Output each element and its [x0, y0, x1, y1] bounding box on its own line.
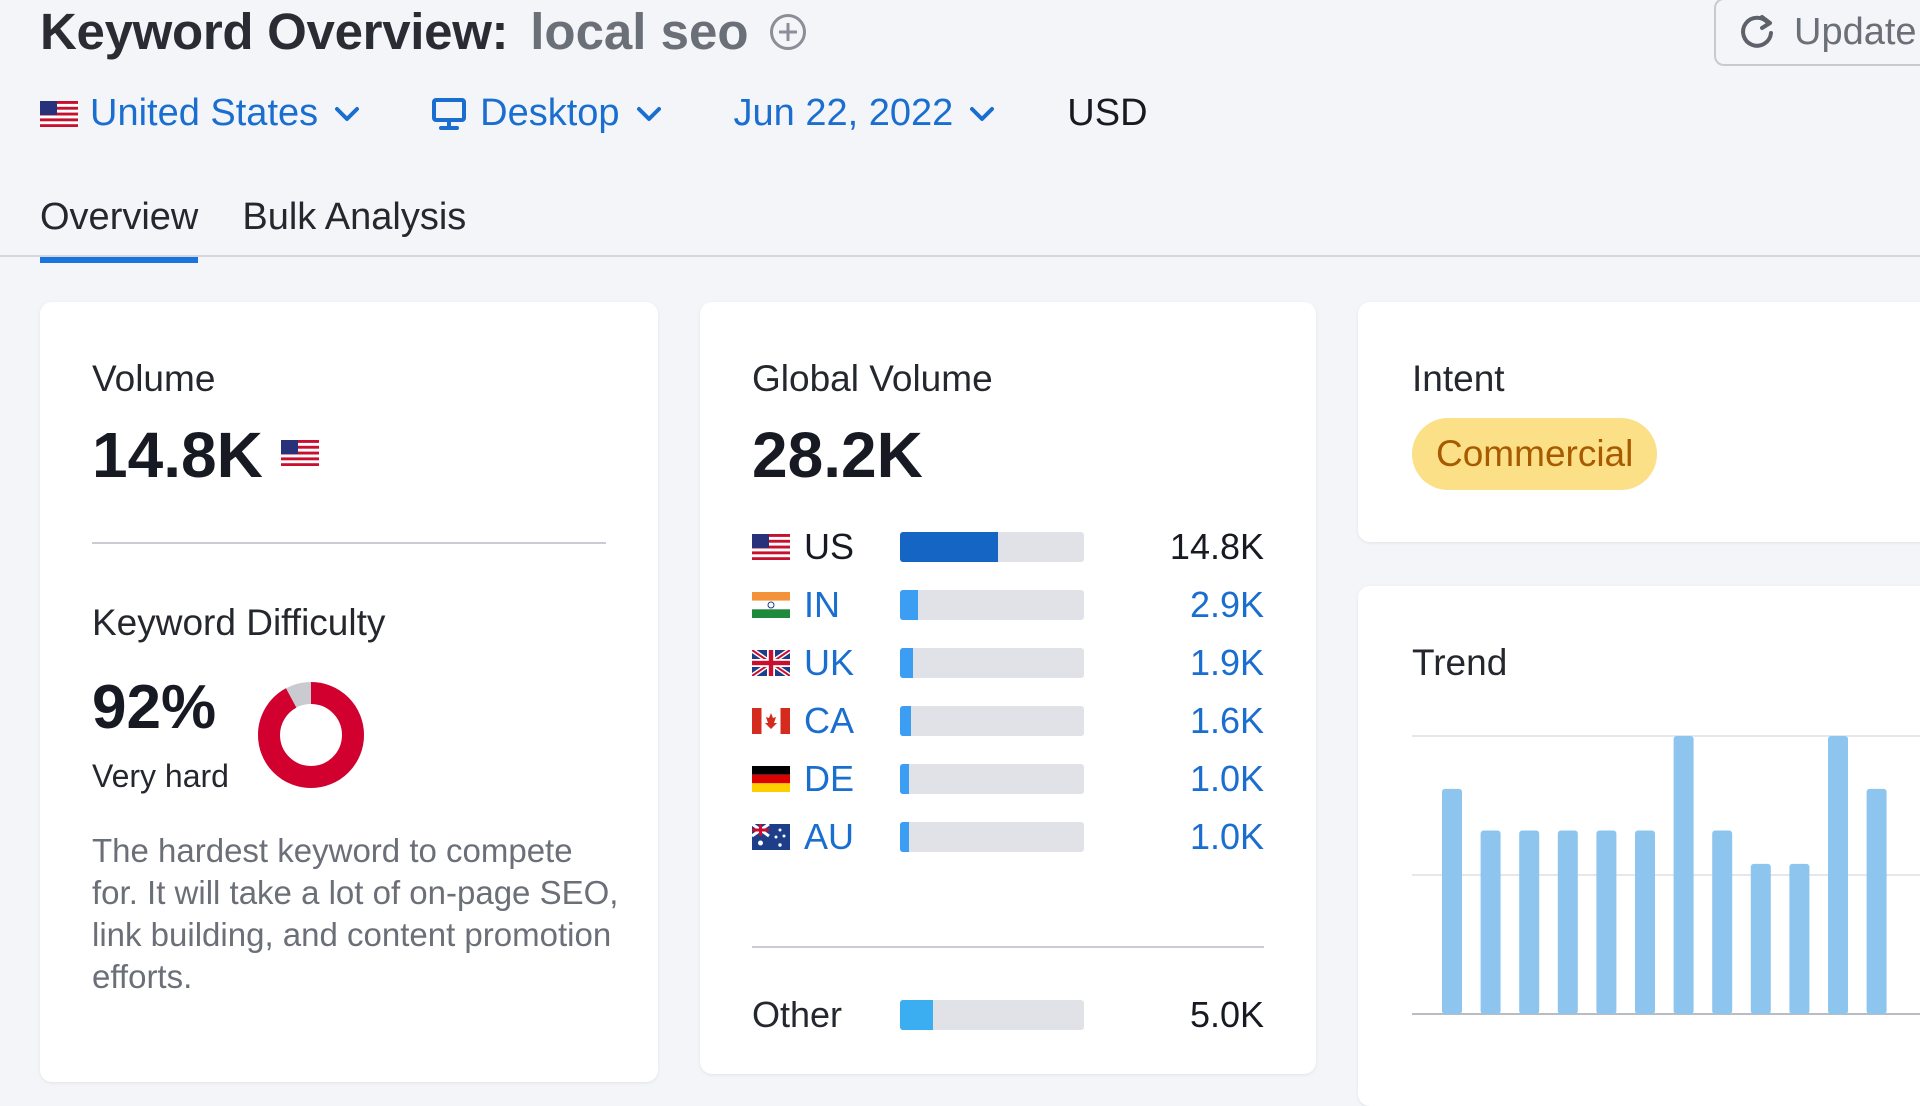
trend-bar[interactable]: [1442, 788, 1462, 1014]
us-flag-icon: [40, 100, 78, 127]
keyword-title: local seo: [530, 3, 749, 60]
us-flag-icon: [752, 534, 790, 560]
country-row[interactable]: US 14.8K: [752, 522, 1264, 572]
trend-bar[interactable]: [1519, 830, 1540, 1014]
us-flag-icon: [281, 440, 319, 466]
country-code[interactable]: AU: [804, 816, 855, 857]
country-bar-fill: [900, 764, 910, 794]
trend-bar[interactable]: [1866, 788, 1887, 1014]
country-code[interactable]: CA: [804, 700, 855, 741]
country-selector[interactable]: United States: [40, 92, 360, 135]
tab-bulk-analysis[interactable]: Bulk Analysis: [242, 196, 467, 238]
country-row[interactable]: DE 1.0K: [752, 754, 1264, 804]
trend-bar[interactable]: [1712, 830, 1733, 1014]
country-bar: [900, 706, 1084, 736]
country-bar: [900, 822, 1084, 852]
country-row[interactable]: AU 1.0K: [752, 812, 1264, 862]
filter-bar: United States Desktop Jun 22, 2022 USD: [40, 92, 1148, 135]
country-bar: [900, 590, 1084, 620]
country-label: United States: [90, 92, 319, 134]
country-bar-fill: [900, 648, 913, 678]
chevron-down-icon: [970, 106, 995, 121]
intent-label: Intent: [1412, 358, 1505, 399]
add-circle-icon[interactable]: [769, 13, 807, 51]
trend-card: Trend: [1358, 586, 1920, 1106]
trend-bar[interactable]: [1596, 830, 1617, 1014]
country-value[interactable]: 1.0K: [1189, 758, 1264, 799]
trend-bar[interactable]: [1828, 736, 1848, 1014]
other-label: Other: [752, 994, 843, 1035]
date-selector[interactable]: Jun 22, 2022: [734, 92, 996, 135]
australia-flag-icon: [752, 824, 790, 850]
kd-description: The hardest keyword to compete for. It w…: [92, 832, 619, 995]
country-code[interactable]: DE: [804, 758, 855, 799]
country-bar-fill: [900, 590, 919, 620]
chevron-down-icon: [636, 106, 661, 121]
uk-flag-icon: [752, 650, 790, 676]
trend-chart: [1412, 735, 1920, 1015]
update-label: Update: [1794, 10, 1917, 53]
kd-level: Very hard: [92, 758, 229, 794]
country-bar: [900, 1000, 1084, 1030]
device-selector[interactable]: Desktop: [432, 92, 661, 135]
card-divider: [92, 542, 606, 544]
country-bar: [900, 532, 1084, 562]
kd-value: 92%: [92, 673, 217, 742]
country-row[interactable]: UK 1.9K: [752, 638, 1264, 688]
update-button[interactable]: Update: [1714, 0, 1920, 66]
date-label: Jun 22, 2022: [733, 92, 954, 134]
country-value[interactable]: 1.6K: [1189, 700, 1264, 741]
kd-donut-chart: [258, 682, 364, 788]
country-code: US: [804, 526, 855, 567]
chevron-down-icon: [335, 106, 360, 121]
trend-bar[interactable]: [1789, 863, 1810, 1014]
germany-flag-icon: [752, 766, 790, 792]
trend-bar[interactable]: [1750, 863, 1771, 1014]
tab-overview[interactable]: Overview: [40, 196, 199, 263]
country-bar-fill: [900, 822, 910, 852]
intent-card: Intent Commercial: [1358, 302, 1920, 542]
country-bar-fill: [900, 532, 998, 562]
country-row[interactable]: IN 2.9K: [752, 580, 1264, 630]
country-bar-fill: [900, 1000, 934, 1030]
trend-bar[interactable]: [1635, 830, 1655, 1014]
country-code[interactable]: IN: [804, 584, 840, 625]
volume-card: Volume 14.8K Keyword Difficulty 92% Very…: [40, 302, 658, 1082]
country-value: 14.8K: [1169, 526, 1264, 567]
page-title: Keyword Overview:: [40, 3, 509, 60]
tab-divider: [0, 255, 1920, 257]
trend-bar[interactable]: [1673, 736, 1694, 1014]
country-bar: [900, 764, 1084, 794]
country-value[interactable]: 2.9K: [1189, 584, 1264, 625]
india-flag-icon: [752, 592, 790, 618]
page-header: Keyword Overview: local seo Update Unite…: [40, 0, 1920, 263]
country-bar-fill: [900, 706, 912, 736]
global-volume-card: Global Volume 28.2K US 14.8K IN 2.9K: [700, 302, 1316, 1074]
volume-value: 14.8K: [92, 419, 263, 491]
trend-bar[interactable]: [1557, 830, 1578, 1014]
desktop-icon: [432, 97, 467, 130]
country-code[interactable]: UK: [804, 642, 855, 683]
device-label: Desktop: [480, 92, 620, 134]
country-row[interactable]: CA 1.6K: [752, 696, 1264, 746]
title-row: Keyword Overview: local seo: [40, 2, 807, 61]
other-value: 5.0K: [1189, 994, 1264, 1035]
kd-donut-arc: [258, 682, 364, 788]
global-volume-value: 28.2K: [752, 419, 923, 491]
country-value[interactable]: 1.0K: [1189, 816, 1264, 857]
trend-bar[interactable]: [1480, 830, 1501, 1014]
canada-flag-icon: [752, 708, 790, 734]
intent-badge: Commercial: [1412, 418, 1658, 490]
country-value[interactable]: 1.9K: [1189, 642, 1264, 683]
tab-bar: Overview Bulk Analysis: [40, 196, 510, 263]
country-bar: [900, 648, 1084, 678]
volume-label: Volume: [92, 358, 216, 399]
trend-label: Trend: [1412, 642, 1508, 683]
refresh-icon: [1741, 15, 1773, 48]
other-row: Other 5.0K: [752, 990, 1264, 1040]
global-volume-label: Global Volume: [752, 358, 993, 399]
currency-label: USD: [1067, 92, 1148, 134]
card-divider: [752, 946, 1264, 948]
kd-label: Keyword Difficulty: [92, 602, 386, 643]
